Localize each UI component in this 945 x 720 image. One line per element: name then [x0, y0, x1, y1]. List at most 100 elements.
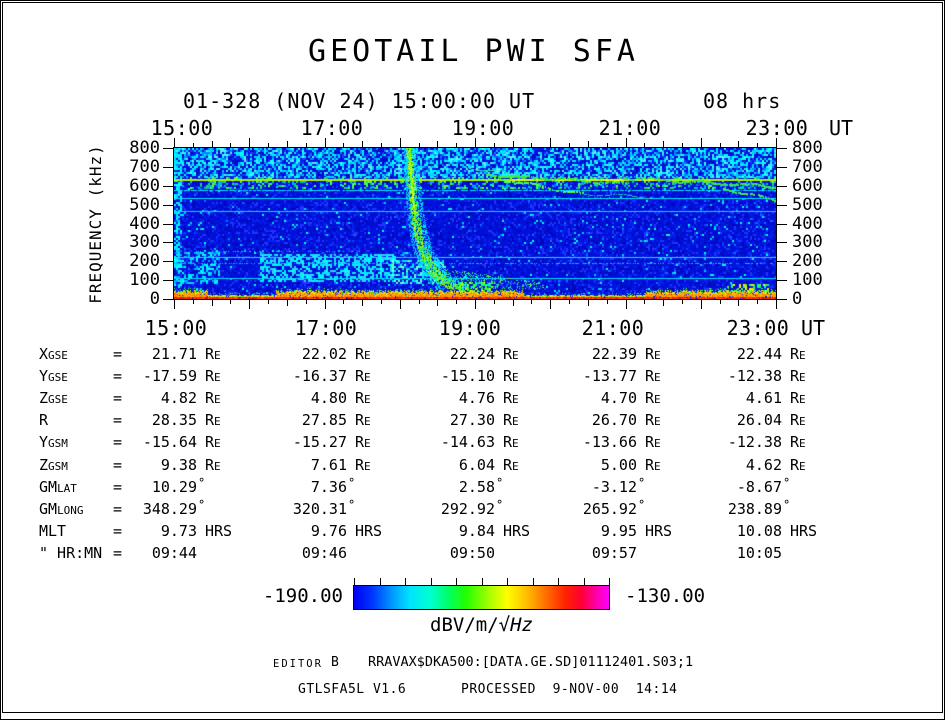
eph-value: 22.02: [301, 345, 347, 363]
eph-unit-slot: RE: [503, 456, 519, 474]
label-sub: GSM: [48, 437, 68, 450]
eph-unit-slot: RE: [503, 345, 519, 363]
eph-value: -14.63: [440, 433, 495, 451]
x-tick-bottom: [362, 300, 364, 306]
y-tick-right: [777, 223, 787, 225]
freq-label-right: 400: [792, 213, 823, 234]
eph-unit-slot: RE: [205, 389, 221, 407]
eph-value: -8.67: [736, 478, 782, 496]
value-unit: °: [198, 476, 206, 490]
value-unit: RE: [790, 345, 806, 363]
eph-unit-slot: RE: [355, 389, 371, 407]
x-tick-top: [493, 143, 495, 147]
value-unit: °: [198, 498, 206, 512]
eph-value: 27.85: [301, 411, 347, 429]
eph-unit-slot: RE: [790, 367, 806, 385]
eph-value: 4.62: [745, 456, 782, 474]
x-tick-top: [249, 138, 251, 147]
x-tick-bottom: [174, 300, 175, 309]
eph-value: -15.10: [440, 367, 495, 385]
x-tick-bottom: [399, 300, 401, 309]
x-tick-bottom: [700, 300, 702, 309]
eph-unit-slot: HRS: [503, 522, 530, 540]
colorbar-units-hz: Hz: [510, 614, 533, 636]
eph-value: 4.61: [745, 389, 782, 407]
eph-value: 4.82: [160, 389, 197, 407]
eph-unit-slot: RE: [645, 367, 661, 385]
freq-label-right: 500: [792, 194, 823, 215]
eph-value: 292.92: [440, 500, 495, 518]
eph-unit-slot: RE: [205, 411, 221, 429]
eph-value: 9.95: [600, 522, 637, 540]
eph-value: 10.08: [736, 522, 782, 540]
x-tick-top: [757, 143, 759, 147]
eph-equals: =: [113, 500, 123, 518]
eph-unit-slot: RE: [503, 367, 519, 385]
eph-unit-slot: HRS: [205, 522, 232, 540]
eph-unit-slot: RE: [205, 345, 221, 363]
y-tick-left: [163, 148, 173, 149]
label-sub: GSE: [48, 393, 68, 406]
label-main: MLT: [39, 522, 67, 540]
x-tick-top: [663, 141, 665, 147]
eph-row-label: " HR:MN: [39, 544, 102, 562]
eph-value: 9.38: [160, 456, 197, 474]
duration-label: 08 hrs: [703, 89, 782, 113]
time-axis-unit-bottom: UT: [801, 316, 826, 340]
eph-value: 5.00: [600, 456, 637, 474]
eph-unit-slot: HRS: [355, 522, 382, 540]
x-tick-top: [625, 138, 627, 147]
freq-label-left: 600: [129, 175, 160, 196]
x-tick-top: [230, 143, 232, 147]
eph-value: 10.29: [151, 478, 197, 496]
value-unit: RE: [645, 433, 661, 451]
x-tick-bottom: [625, 300, 627, 309]
colorbar-tick: [379, 578, 381, 585]
y-tick-right: [777, 242, 787, 244]
x-tick-bottom: [512, 300, 514, 306]
source-file-path: RRAVAX$DKA500:[DATA.GE.SD]01112401.S03;1: [368, 654, 694, 670]
spectrogram-frame: [173, 147, 777, 300]
value-unit: HRS: [790, 522, 818, 540]
y-tick-right: [777, 148, 787, 149]
eph-row-label: YGSM: [39, 433, 68, 451]
y-tick-left: [163, 280, 173, 282]
value-unit: °: [496, 498, 504, 512]
frequency-axis-title: FREQUENCY (kHz): [86, 144, 105, 304]
eph-value: -12.38: [727, 367, 782, 385]
eph-row-label: XGSE: [39, 345, 68, 363]
colorbar-gradient: [354, 586, 609, 609]
value-unit: RE: [355, 433, 371, 451]
y-tick-left: [163, 166, 173, 168]
eph-unit-slot: RE: [355, 345, 371, 363]
colorbar-tick: [456, 578, 457, 585]
time-label-bottom: 21:00: [581, 316, 645, 340]
eph-unit-slot: RE: [790, 389, 806, 407]
x-tick-top: [644, 143, 646, 147]
x-tick-top: [606, 143, 608, 147]
eph-value: 4.80: [310, 389, 347, 407]
freq-label-right: 600: [792, 175, 823, 196]
colorbar-tick: [507, 578, 508, 585]
colorbar-units-label: dBV/m/√Hz: [354, 614, 609, 636]
eph-equals: =: [113, 522, 123, 540]
time-axis-unit-top: UT: [829, 116, 854, 140]
eph-value: 320.31: [292, 500, 347, 518]
value-unit: RE: [645, 345, 661, 363]
colorbar-units-prefix: dBV/m/√: [430, 614, 511, 636]
x-tick-top: [362, 141, 364, 147]
value-unit: HRS: [503, 522, 531, 540]
eph-value: 09:57: [591, 544, 637, 562]
x-tick-bottom: [343, 300, 345, 304]
freq-label-right: 0: [792, 289, 803, 309]
eph-value: 27.30: [449, 411, 495, 429]
y-tick-left: [163, 242, 173, 244]
eph-value: 4.76: [458, 389, 495, 407]
value-unit: RE: [645, 367, 661, 385]
time-label-top: 19:00: [451, 116, 515, 140]
freq-label-left: 700: [129, 156, 160, 177]
eph-value: -16.37: [292, 367, 347, 385]
eph-row-label: ZGSM: [39, 456, 68, 474]
label-sub: LAT: [57, 482, 77, 495]
